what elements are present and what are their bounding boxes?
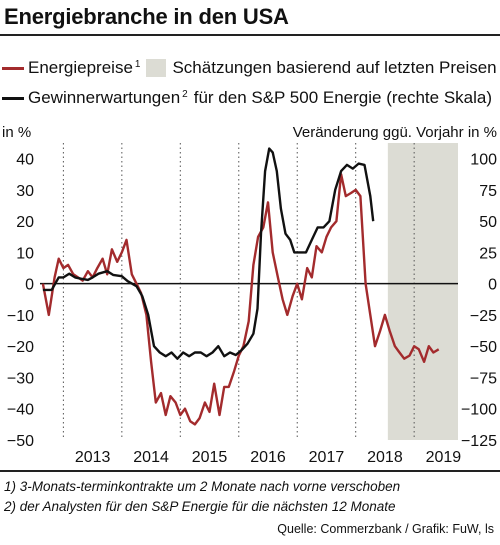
- x-tick-label: 2019: [426, 449, 462, 466]
- legend-label-energiepreise: Energiepreise: [28, 58, 133, 77]
- legend-sup-2: 2: [182, 88, 188, 100]
- y-left-tick-label: −40: [7, 402, 34, 419]
- legend-swatch-energiepreise: [2, 66, 24, 70]
- x-tick-label: 2018: [367, 449, 403, 466]
- y-left-tick-label: −10: [7, 308, 34, 325]
- y-right-tick-label: −25: [470, 308, 497, 325]
- footnote-2: 2) der Analysten für den S&P Energie für…: [4, 499, 396, 514]
- legend-row-2: Gewinnerwartungen 2 für den S&P 500 Energ…: [0, 86, 492, 110]
- legend-label-gewinnerwartungen-suffix: für den S&P 500 Energie (rechte Skala): [193, 88, 493, 107]
- y-left-tick-label: 0: [25, 277, 34, 294]
- source-credit: Quelle: Commerzbank / Grafik: FuW, ls: [277, 522, 494, 536]
- y-right-tick-label: 50: [479, 214, 497, 231]
- legend-swatch-shade: [146, 59, 167, 77]
- x-tick-label: 2014: [133, 449, 169, 466]
- left-axis-label: in %: [2, 124, 31, 141]
- series-line-energiepreise: [41, 173, 440, 426]
- y-right-tick-label: −100: [461, 402, 497, 419]
- x-tick-label: 2015: [192, 449, 228, 466]
- series-line-gewinnerwartungen: [42, 147, 375, 360]
- y-left-tick-label: 10: [16, 245, 34, 262]
- legend-swatch-gewinnerwartungen: [2, 96, 24, 100]
- footnote-1: 1) 3-Monats-terminkontrakte um 2 Monate …: [4, 479, 401, 494]
- y-left-tick-label: −30: [7, 370, 34, 387]
- legend-row-1: Energiepreise 1 Schätzungen basierend auf…: [0, 56, 497, 80]
- y-right-tick-label: −75: [470, 370, 497, 387]
- legend-sup-1: 1: [134, 58, 141, 70]
- x-tick-label: 2016: [250, 449, 286, 466]
- chart-title: Energiebranche in den USA: [4, 4, 289, 29]
- right-axis-label: Veränderung ggü. Vorjahr in %: [293, 124, 497, 141]
- y-right-tick-label: 100: [470, 152, 497, 169]
- y-left-tick-label: 40: [16, 152, 34, 169]
- y-right-tick-label: 25: [479, 245, 497, 262]
- x-tick-label: 2017: [309, 449, 345, 466]
- legend-label-gewinnerwartungen: Gewinnerwartungen: [28, 88, 181, 107]
- y-right-tick-label: 0: [488, 277, 497, 294]
- estimate-shaded-region: [387, 143, 458, 440]
- y-right-tick-label: −50: [470, 339, 497, 356]
- y-right-tick-label: −125: [461, 433, 497, 450]
- x-tick-label: 2013: [75, 449, 111, 466]
- legend-label-shade: Schätzungen basierend auf letzten Preise…: [172, 58, 497, 77]
- y-left-tick-label: 30: [16, 183, 34, 200]
- footnote-rule: [0, 470, 500, 472]
- y-left-tick-label: 20: [16, 214, 34, 231]
- title-rule: [0, 34, 500, 36]
- y-right-tick-label: 75: [479, 183, 497, 200]
- y-left-tick-label: −50: [7, 433, 34, 450]
- y-left-tick-label: −20: [7, 339, 34, 356]
